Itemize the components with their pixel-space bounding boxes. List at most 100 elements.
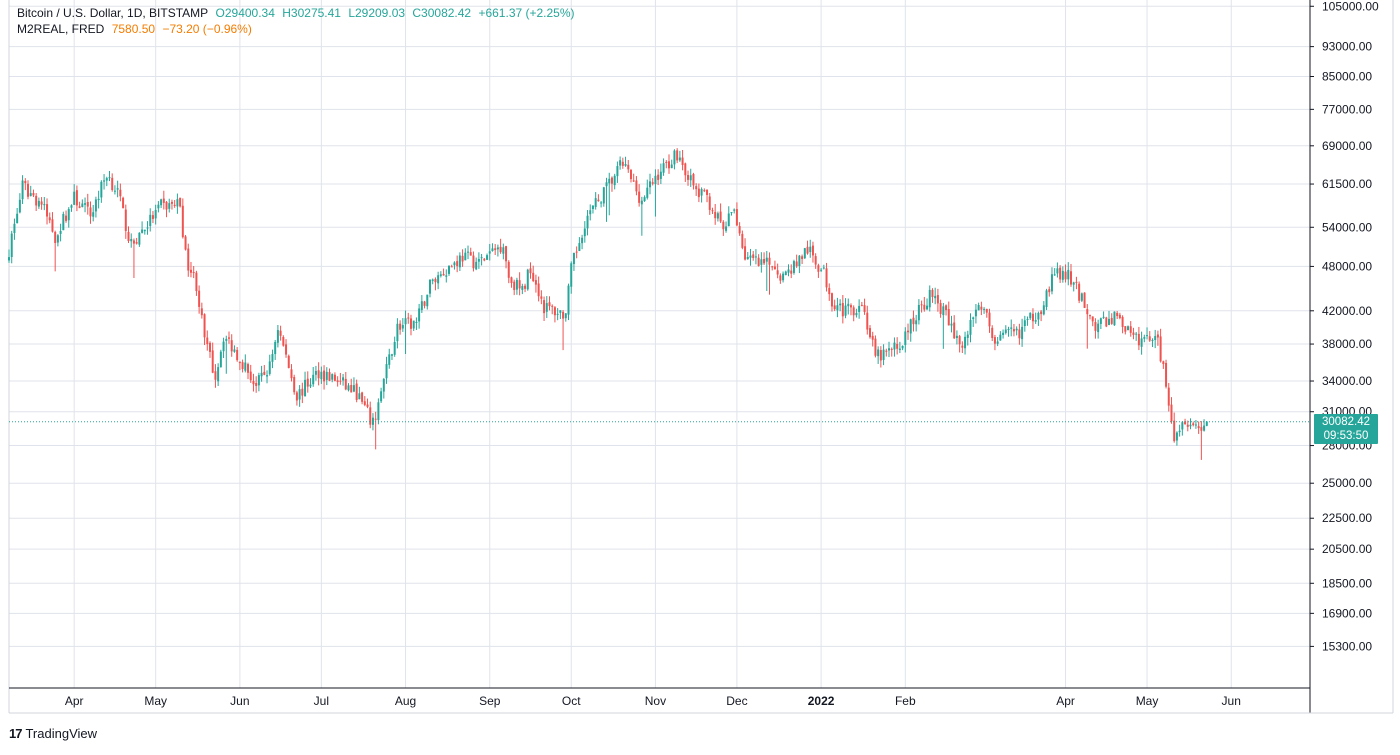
candle[interactable] bbox=[1156, 330, 1159, 346]
candle[interactable] bbox=[1064, 264, 1067, 283]
candle[interactable] bbox=[722, 220, 725, 236]
candle[interactable] bbox=[301, 382, 304, 404]
candle[interactable] bbox=[323, 365, 326, 390]
candle[interactable] bbox=[983, 307, 986, 314]
candle[interactable] bbox=[885, 348, 888, 357]
candle[interactable] bbox=[320, 366, 323, 384]
candle[interactable] bbox=[184, 234, 187, 251]
candle[interactable] bbox=[502, 243, 505, 260]
candle[interactable] bbox=[950, 315, 953, 333]
candle[interactable] bbox=[692, 172, 695, 190]
candle[interactable] bbox=[1121, 315, 1124, 334]
candle[interactable] bbox=[996, 337, 999, 347]
candle[interactable] bbox=[591, 204, 594, 214]
candle[interactable] bbox=[1040, 309, 1043, 322]
candle[interactable] bbox=[369, 401, 372, 429]
candle[interactable] bbox=[238, 361, 241, 371]
candle[interactable] bbox=[616, 161, 619, 183]
candle[interactable] bbox=[401, 318, 404, 332]
candle[interactable] bbox=[285, 339, 288, 358]
candle[interactable] bbox=[537, 276, 540, 302]
candle[interactable] bbox=[21, 175, 24, 205]
candle[interactable] bbox=[13, 218, 16, 240]
candle[interactable] bbox=[162, 190, 165, 210]
candle[interactable] bbox=[1124, 325, 1127, 335]
candle[interactable] bbox=[787, 264, 790, 277]
candle[interactable] bbox=[1002, 329, 1005, 339]
candle[interactable] bbox=[741, 230, 744, 250]
candle[interactable] bbox=[233, 345, 236, 353]
candle[interactable] bbox=[727, 206, 730, 227]
candle[interactable] bbox=[168, 198, 171, 213]
candle[interactable] bbox=[380, 387, 383, 404]
candle[interactable] bbox=[801, 254, 804, 264]
candle[interactable] bbox=[947, 301, 950, 326]
candle[interactable] bbox=[776, 263, 779, 279]
candle[interactable] bbox=[448, 265, 451, 276]
candle[interactable] bbox=[657, 169, 660, 186]
candle[interactable] bbox=[105, 176, 108, 187]
candle[interactable] bbox=[632, 173, 635, 182]
candle[interactable] bbox=[179, 197, 182, 208]
candle[interactable] bbox=[412, 320, 415, 331]
candle[interactable] bbox=[298, 385, 301, 407]
candle[interactable] bbox=[907, 323, 910, 340]
candle[interactable] bbox=[1135, 331, 1138, 341]
candle[interactable] bbox=[993, 334, 996, 351]
candle[interactable] bbox=[714, 203, 717, 225]
candle[interactable] bbox=[1078, 281, 1081, 304]
candle[interactable] bbox=[70, 204, 73, 212]
candle[interactable] bbox=[814, 253, 817, 269]
candle[interactable] bbox=[575, 246, 578, 259]
candle[interactable] bbox=[687, 170, 690, 186]
candle[interactable] bbox=[890, 347, 893, 357]
overlay-name[interactable]: M2REAL, FRED bbox=[17, 22, 105, 36]
candle[interactable] bbox=[97, 190, 100, 209]
candle[interactable] bbox=[59, 223, 62, 242]
candle[interactable] bbox=[811, 241, 814, 263]
candle[interactable] bbox=[602, 186, 605, 207]
candle[interactable] bbox=[420, 295, 423, 313]
candle[interactable] bbox=[926, 298, 929, 311]
candle[interactable] bbox=[208, 341, 211, 358]
candle[interactable] bbox=[581, 234, 584, 250]
candle[interactable] bbox=[8, 249, 10, 263]
candle[interactable] bbox=[1048, 286, 1051, 297]
candle[interactable] bbox=[936, 288, 939, 312]
candle[interactable] bbox=[985, 308, 988, 318]
candle[interactable] bbox=[16, 208, 19, 224]
candle[interactable] bbox=[293, 374, 296, 395]
candle[interactable] bbox=[271, 349, 274, 369]
tradingview-name[interactable]: TradingView bbox=[25, 725, 98, 741]
candle[interactable] bbox=[1099, 317, 1102, 330]
candle[interactable] bbox=[1010, 319, 1013, 337]
candle[interactable] bbox=[1192, 421, 1195, 427]
candle[interactable] bbox=[73, 184, 76, 205]
candle[interactable] bbox=[260, 365, 263, 382]
candle[interactable] bbox=[154, 204, 157, 225]
candle[interactable] bbox=[999, 331, 1002, 341]
candle[interactable] bbox=[746, 252, 749, 260]
candle[interactable] bbox=[868, 325, 871, 339]
candle[interactable] bbox=[475, 257, 478, 271]
candle[interactable] bbox=[852, 305, 855, 322]
candle[interactable] bbox=[274, 339, 277, 360]
candle[interactable] bbox=[540, 290, 543, 305]
candle[interactable] bbox=[94, 196, 97, 218]
candle[interactable] bbox=[149, 208, 152, 232]
candle[interactable] bbox=[344, 371, 347, 391]
candle[interactable] bbox=[388, 348, 391, 369]
candle[interactable] bbox=[1050, 267, 1053, 295]
candle[interactable] bbox=[143, 229, 146, 235]
candle[interactable] bbox=[181, 198, 184, 239]
candle[interactable] bbox=[1026, 316, 1029, 326]
candle[interactable] bbox=[820, 267, 823, 273]
candle[interactable] bbox=[782, 271, 785, 283]
candle[interactable] bbox=[1140, 331, 1143, 355]
candle[interactable] bbox=[1042, 301, 1045, 316]
candle[interactable] bbox=[276, 324, 279, 348]
candle[interactable] bbox=[526, 268, 529, 291]
candle[interactable] bbox=[54, 230, 57, 272]
candle[interactable] bbox=[418, 303, 421, 329]
candle[interactable] bbox=[1086, 304, 1089, 349]
